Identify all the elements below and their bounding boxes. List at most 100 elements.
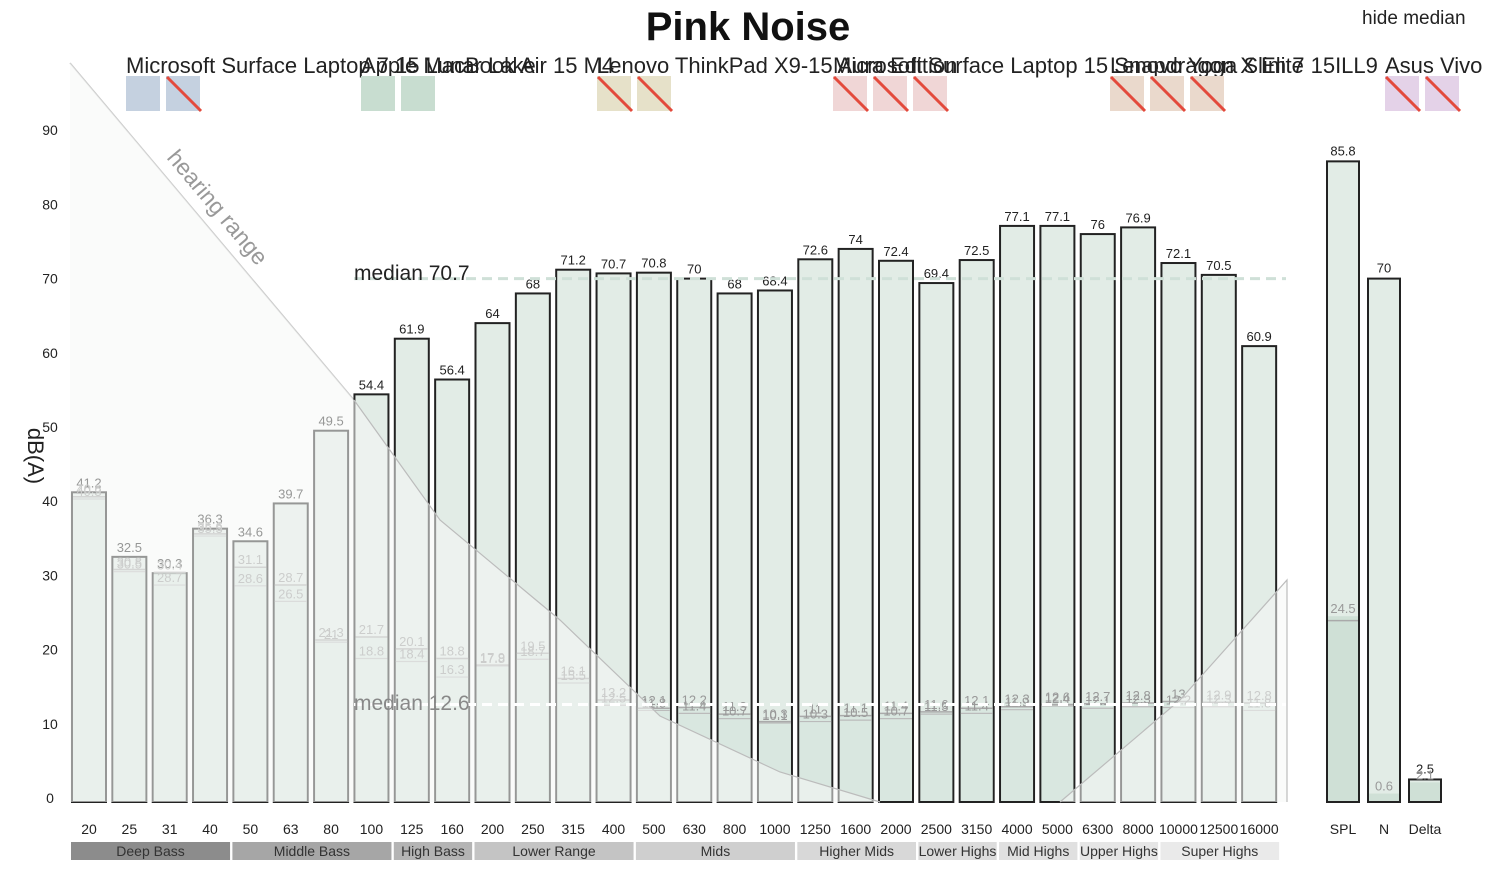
device-swatch <box>126 76 160 111</box>
y-tick-label: 20 <box>42 642 58 658</box>
overlays: median 70.7 median 12.6 <box>70 63 1288 803</box>
y-tick-label: 0 <box>46 790 54 806</box>
range-band <box>474 842 634 860</box>
x-tick-label: 800 <box>723 821 747 837</box>
bar-low-fill <box>880 713 912 801</box>
x-tick-label: 250 <box>521 821 545 837</box>
bar-low-value-label: 10.7 <box>883 704 908 719</box>
x-tick-label: 100 <box>360 821 384 837</box>
disabled-strike <box>1189 75 1227 113</box>
y-tick-label: 80 <box>42 196 58 212</box>
range-band <box>71 842 231 860</box>
range-label: Higher Mids <box>819 843 894 859</box>
x-tick-label: 40 <box>202 821 218 837</box>
bar-low-value-label: 10.5 <box>843 705 868 720</box>
bar-low-value-label: 10.3 <box>803 707 828 722</box>
device-name: Apple MacBook Air 15 M4 <box>361 53 614 78</box>
summary-bar-low <box>1410 782 1440 801</box>
bar-low-fill <box>920 711 953 801</box>
x-tick-label: 630 <box>683 821 707 837</box>
x-tick-label: 25 <box>122 821 138 837</box>
bar-value-label: 77.1 <box>1004 209 1029 224</box>
y-tick-label: 70 <box>42 271 58 287</box>
bar-low-fill <box>1041 704 1074 801</box>
summary-value-label: 2.5 <box>1416 761 1434 776</box>
disabled-strike <box>636 75 674 113</box>
disabled-strike <box>832 75 870 113</box>
disabled-strike <box>1149 75 1187 113</box>
range-label: Deep Bass <box>116 843 184 859</box>
x-tick-label: 125 <box>400 821 424 837</box>
x-tick-label: 3150 <box>961 821 992 837</box>
hide-median-button[interactable]: hide median <box>1362 8 1466 29</box>
x-tick-label: 5000 <box>1042 821 1073 837</box>
bar-value-label: 77.1 <box>1045 209 1070 224</box>
range-label: Lower Highs <box>919 843 997 859</box>
x-tick-label: 1250 <box>800 821 831 837</box>
x-tick-label: 2000 <box>880 821 911 837</box>
x-tick-label: 6300 <box>1082 821 1113 837</box>
bar-value-label: 70.5 <box>1206 258 1231 273</box>
bar-low-value-label: 12.4 <box>1045 691 1070 706</box>
bar-value-label: 70.8 <box>641 256 666 271</box>
device-name: Microsoft Surface Laptop 15 Snapdragon X… <box>833 53 1304 78</box>
hearing-range-area <box>70 63 1287 802</box>
range-label: Upper Highs <box>1080 843 1158 859</box>
bar-low-fill <box>960 708 993 801</box>
x-tick-label: 200 <box>481 821 505 837</box>
range-band <box>1160 842 1280 860</box>
bar-value-label: 60.9 <box>1246 329 1271 344</box>
chart-title: Pink Noise <box>646 5 851 49</box>
disabled-strike <box>912 75 950 113</box>
bar-low-value-label: 10.7 <box>722 704 747 719</box>
device-name: Asus Vivo <box>1385 53 1482 78</box>
y-axis-label: dB(A) <box>23 428 48 484</box>
bar-value-label: 54.4 <box>359 377 384 392</box>
summary-bars: 85.8 24.5 SPL 70 0.6 N 2.52.1 Delta <box>1326 143 1442 837</box>
bar-value-label: 76.9 <box>1125 210 1150 225</box>
x-tick-label: 4000 <box>1001 821 1032 837</box>
summary-bar <box>1367 277 1401 804</box>
device-swatch <box>361 76 395 111</box>
device-name: Lenovo ThinkPad X9-15 Aura Edition <box>597 53 957 78</box>
bar-low-value-label: 11.3 <box>924 699 948 714</box>
bar-value-label: 68 <box>526 276 540 291</box>
range-band <box>232 842 392 860</box>
device-swatch <box>401 76 435 111</box>
x-tick-label: 31 <box>162 821 178 837</box>
hearing-range-boundary <box>353 399 1288 803</box>
summary-value-label: 70 <box>1377 261 1391 276</box>
bar-value-label: 72.4 <box>883 244 908 259</box>
bar-low-value-label: 10.3 <box>762 707 787 722</box>
y-tick-label: 90 <box>42 122 58 138</box>
bar-low-value-label: 12.3 <box>1004 692 1029 707</box>
bar-low-value-label: 12.3 <box>1125 692 1150 707</box>
y-tick-label: 40 <box>42 493 58 509</box>
range-band <box>393 842 473 860</box>
range-band <box>797 842 916 860</box>
bar-value-label: 71.2 <box>561 253 586 268</box>
median-label: median 12.6 <box>354 692 470 715</box>
bar-low-fill <box>1001 706 1034 801</box>
summary-bar-low <box>1328 616 1358 801</box>
range-label: Middle Bass <box>274 843 350 859</box>
bar-low-value-label: 11.9 <box>1005 695 1029 710</box>
x-tick-label: 16000 <box>1240 821 1279 837</box>
y-tick-label: 10 <box>42 716 58 732</box>
bar <box>797 258 834 804</box>
x-tick-label: 2500 <box>921 821 952 837</box>
bar-value-label: 61.9 <box>399 322 424 337</box>
range-label: Super Highs <box>1181 843 1258 859</box>
bar-value-label: 70.7 <box>601 256 626 271</box>
y-tick-label: 60 <box>42 345 58 361</box>
x-tick-label: 400 <box>602 821 626 837</box>
bar <box>837 247 874 804</box>
bar-low-value-label: 12.6 <box>1045 690 1070 705</box>
disabled-strike <box>165 75 203 113</box>
bar-value-label: 72.6 <box>803 242 828 257</box>
range-band <box>1079 842 1159 860</box>
x-axis-ticks: 20 25 31 40 50 63 80 100 125 160 200 250 315 400 500 63… <box>81 821 1279 837</box>
x-tick-label: 20 <box>81 821 97 837</box>
x-tick-label: 10000 <box>1159 821 1198 837</box>
